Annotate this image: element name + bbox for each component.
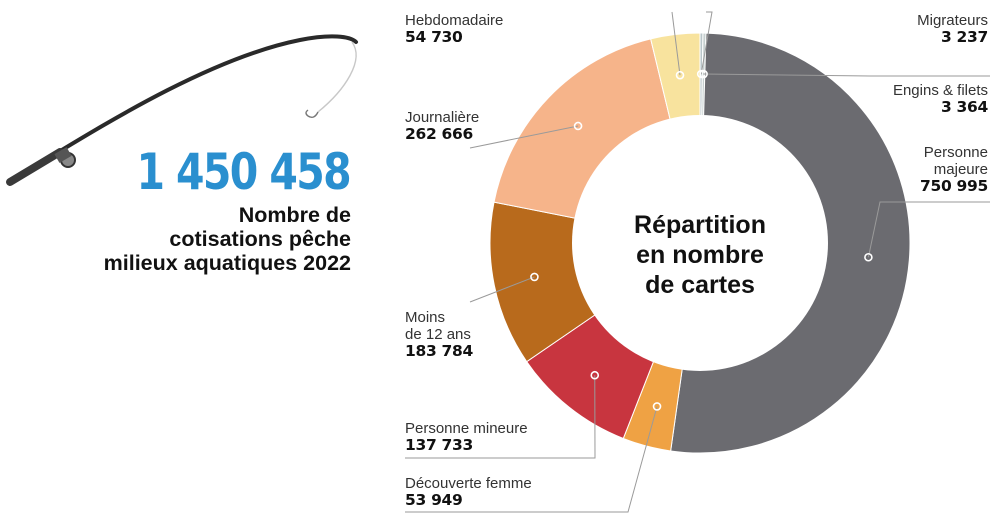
leader-lines [405, 11, 990, 513]
slice-label: Personne mineure [405, 420, 528, 437]
slice-label: de 12 ans [405, 326, 471, 343]
label-hebdomadaire: Hebdomadaire 54 730 [405, 12, 503, 46]
leader-dot [652, 402, 662, 411]
label-engins-filets: Engins & filets 3 364 [893, 82, 988, 116]
slice-value: 3 364 [940, 98, 988, 116]
label-moins-12-ans: Moins de 12 ans 183 784 [405, 309, 473, 360]
chart-title: Répartition en nombre de cartes [600, 210, 800, 300]
slice-value: 54 730 [405, 28, 463, 46]
slice-value: 183 784 [405, 342, 474, 360]
subtitle-line: cotisations pêche [169, 227, 351, 251]
subtitle-line: milieux aquatiques 2022 [103, 251, 351, 275]
label-personne-mineure: Personne mineure 137 733 [405, 420, 528, 454]
leader-dot [530, 272, 539, 282]
leader-dot [864, 252, 873, 262]
fishing-line [317, 41, 357, 113]
slice-label: Personne [923, 144, 988, 161]
fishing-rod-illustration [6, 34, 358, 186]
fishing-hook [305, 109, 319, 119]
leader-line [703, 73, 990, 77]
slice-label: Découverte femme [405, 475, 532, 492]
leader-dot [675, 70, 685, 80]
leader-dot [590, 370, 600, 380]
leader-line [671, 11, 681, 76]
slice-label: Engins & filets [892, 82, 988, 99]
slice-label: Hebdomadaire [405, 12, 504, 29]
total-cotisations: 1 450 458 [136, 143, 352, 201]
slice-value: 262 666 [405, 125, 474, 143]
slice-label: Migrateurs [917, 12, 988, 29]
slice-value: 137 733 [405, 436, 474, 454]
rod-reel-body [54, 147, 72, 163]
chart-title-line: Répartition [634, 211, 766, 239]
leader-line [405, 406, 658, 513]
leader-dot [573, 121, 583, 131]
chart-title-line: en nombre [636, 241, 764, 269]
slice-value: 53 949 [405, 491, 463, 509]
slice-label: Moins [405, 309, 446, 326]
label-migrateurs: Migrateurs 3 237 [917, 12, 988, 46]
leader-line [867, 201, 990, 258]
donut-hole [572, 115, 828, 371]
leader-dot [699, 69, 708, 79]
rod-handle [6, 148, 64, 186]
chart-title-line: de cartes [645, 271, 755, 299]
label-journaliere: Journalière 262 666 [405, 109, 479, 143]
subtitle-line: Nombre de [238, 203, 351, 227]
leader-line [405, 375, 596, 459]
leader-line [700, 11, 713, 75]
leader-line [469, 276, 535, 303]
label-personne-majeure: Personne majeure 750 995 [920, 144, 988, 195]
slice-label: Journalière [405, 109, 480, 126]
total-subtitle: Nombre de cotisations pêche milieux aqua… [30, 203, 351, 275]
slice-label: majeure [933, 161, 988, 178]
slice-value: 3 237 [940, 28, 988, 46]
leader-line [469, 125, 579, 149]
slice-value: 750 995 [919, 177, 988, 195]
label-decouverte-femme: Découverte femme 53 949 [405, 475, 532, 509]
